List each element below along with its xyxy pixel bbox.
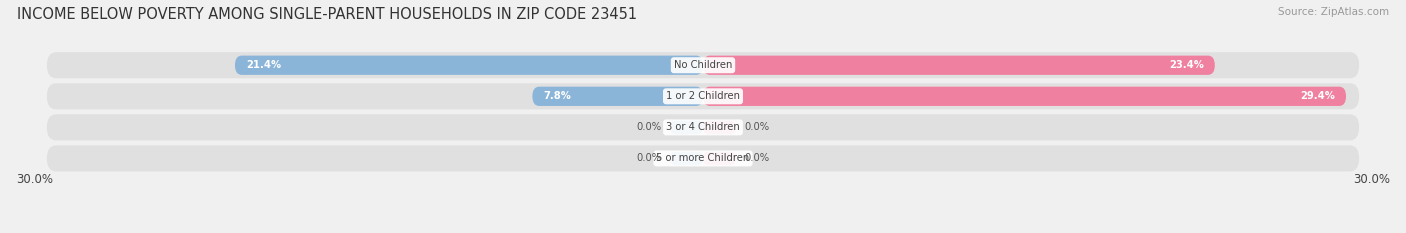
- Text: Source: ZipAtlas.com: Source: ZipAtlas.com: [1278, 7, 1389, 17]
- Text: 29.4%: 29.4%: [1301, 91, 1336, 101]
- Text: 0.0%: 0.0%: [637, 154, 661, 163]
- FancyBboxPatch shape: [533, 87, 703, 106]
- FancyBboxPatch shape: [703, 56, 1215, 75]
- Text: 5 or more Children: 5 or more Children: [657, 154, 749, 163]
- Text: 23.4%: 23.4%: [1168, 60, 1204, 70]
- FancyBboxPatch shape: [671, 152, 703, 165]
- Text: INCOME BELOW POVERTY AMONG SINGLE-PARENT HOUSEHOLDS IN ZIP CODE 23451: INCOME BELOW POVERTY AMONG SINGLE-PARENT…: [17, 7, 637, 22]
- FancyBboxPatch shape: [703, 87, 1346, 106]
- FancyBboxPatch shape: [703, 152, 735, 165]
- Text: 1 or 2 Children: 1 or 2 Children: [666, 91, 740, 101]
- FancyBboxPatch shape: [46, 83, 1360, 109]
- FancyBboxPatch shape: [46, 52, 1360, 78]
- Text: 0.0%: 0.0%: [637, 122, 661, 132]
- Text: 3 or 4 Children: 3 or 4 Children: [666, 122, 740, 132]
- Text: 30.0%: 30.0%: [1353, 173, 1389, 186]
- Text: 21.4%: 21.4%: [246, 60, 281, 70]
- FancyBboxPatch shape: [703, 121, 735, 134]
- FancyBboxPatch shape: [46, 145, 1360, 171]
- FancyBboxPatch shape: [235, 56, 703, 75]
- Text: 7.8%: 7.8%: [543, 91, 571, 101]
- Text: 30.0%: 30.0%: [17, 173, 53, 186]
- FancyBboxPatch shape: [46, 114, 1360, 140]
- Text: No Children: No Children: [673, 60, 733, 70]
- Text: 0.0%: 0.0%: [745, 122, 769, 132]
- FancyBboxPatch shape: [671, 121, 703, 134]
- Text: 0.0%: 0.0%: [745, 154, 769, 163]
